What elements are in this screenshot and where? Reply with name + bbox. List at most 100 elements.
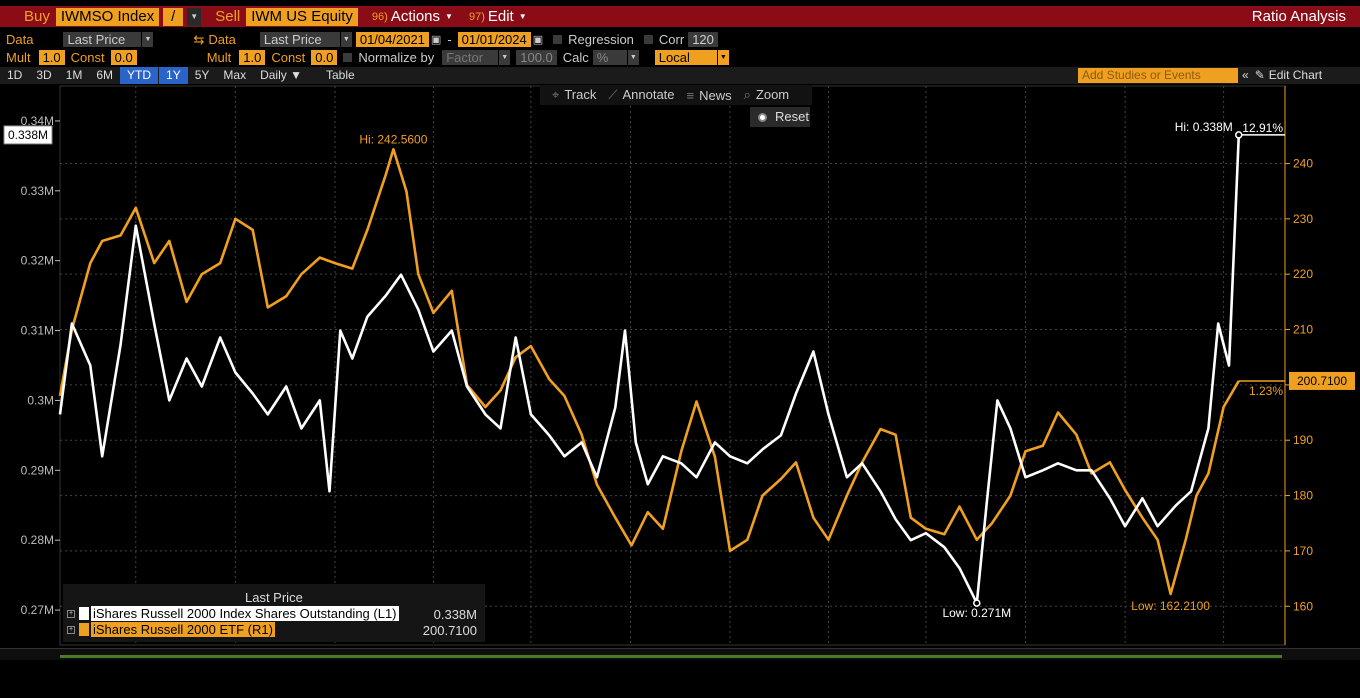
data2-dropdown-icon[interactable]: ▼ bbox=[340, 32, 352, 47]
timeframe-1d[interactable]: 1D bbox=[7, 68, 23, 82]
data1-dropdown-icon[interactable]: ▼ bbox=[142, 32, 154, 47]
annotate-button[interactable]: ⟋ Annotate bbox=[608, 87, 674, 103]
collapse-icon[interactable]: « bbox=[1242, 68, 1249, 82]
navigator-strip[interactable] bbox=[0, 648, 1360, 660]
factor-value-field[interactable]: 100.0 bbox=[516, 50, 557, 65]
edit-chart-label: Edit Chart bbox=[1268, 68, 1323, 82]
const1-field[interactable]: 0.0 bbox=[110, 50, 137, 65]
orange-high-label: Hi: 242.5600 bbox=[359, 132, 427, 146]
calc-dropdown-icon[interactable]: ▼ bbox=[627, 50, 639, 65]
legend-swatch-white bbox=[79, 607, 89, 620]
right-axis-tick-label: 170 bbox=[1293, 544, 1313, 558]
white-high-marker bbox=[1235, 131, 1243, 139]
legend-value: 0.338M bbox=[433, 607, 477, 622]
right-axis-tick-label: 240 bbox=[1293, 156, 1313, 170]
edit-caret-icon: ▼ bbox=[518, 12, 527, 21]
expand-icon[interactable]: + bbox=[67, 625, 75, 634]
actions-menu[interactable]: 96) Actions ▼ bbox=[372, 8, 453, 25]
news-icon: ≡ bbox=[686, 87, 695, 103]
white-change-label: 12.91% bbox=[1242, 121, 1283, 135]
reset-label: Reset bbox=[775, 109, 809, 124]
currency-select[interactable]: Local bbox=[654, 50, 717, 65]
timeframe-1y[interactable]: 1Y bbox=[159, 67, 188, 84]
add-studies-input[interactable]: Add Studies or Events bbox=[1078, 68, 1238, 83]
right-axis-tick-label: 160 bbox=[1293, 599, 1313, 613]
zoom-button[interactable]: ⌕ Zoom bbox=[744, 87, 790, 103]
operator-field[interactable]: / bbox=[163, 7, 184, 26]
timeframe-6m[interactable]: 6M bbox=[96, 68, 114, 82]
left-axis-tick-label: 0.27M bbox=[21, 603, 54, 617]
timeframe-bar: 1D 3D 1M 6M YTD 1Y 5Y Max Daily ▼ Table … bbox=[0, 67, 1360, 84]
reset-button[interactable]: Reset bbox=[750, 107, 810, 127]
page-title: Ratio Analysis bbox=[1251, 8, 1346, 25]
navigator-range[interactable] bbox=[60, 655, 1282, 658]
const2-field[interactable]: 0.0 bbox=[311, 50, 338, 65]
corr-field[interactable]: 120 bbox=[688, 32, 718, 47]
right-axis-tick-label: 180 bbox=[1293, 489, 1313, 503]
data1-select[interactable]: Last Price bbox=[63, 32, 142, 47]
orange-change-label: 1.23% bbox=[1249, 384, 1283, 398]
legend-swatch-orange bbox=[79, 623, 89, 636]
timeframe-max[interactable]: Max bbox=[223, 68, 247, 82]
navigator[interactable] bbox=[0, 648, 1360, 698]
date-from-field[interactable]: 01/04/2021 bbox=[355, 32, 429, 47]
legend-header: Last Price bbox=[245, 590, 303, 605]
legend-value: 200.7100 bbox=[422, 623, 477, 638]
factor-select[interactable]: Factor bbox=[442, 50, 499, 65]
frequency-select[interactable]: Daily ▼ bbox=[260, 68, 302, 82]
date-to-field[interactable]: 01/01/2024 bbox=[457, 32, 531, 47]
settings-row-2: Mult 1.0 Const 0.0 Mult 1.0 Const 0.0 No… bbox=[0, 49, 1360, 66]
pencil-icon: ✎ bbox=[1254, 68, 1265, 82]
mult1-label: Mult bbox=[6, 50, 31, 65]
expand-icon[interactable]: + bbox=[67, 609, 75, 618]
data2-select[interactable]: Last Price bbox=[259, 32, 340, 47]
edit-chart-button[interactable]: « ✎ Edit Chart bbox=[1242, 67, 1322, 84]
mult1-field[interactable]: 1.0 bbox=[38, 50, 65, 65]
news-button[interactable]: ≡ News bbox=[687, 88, 732, 103]
legend: Last Price + iShares Russell 2000 Index … bbox=[63, 584, 485, 642]
legend-series-name: iShares Russell 2000 Index Shares Outsta… bbox=[91, 606, 399, 621]
mult2-field[interactable]: 1.0 bbox=[239, 50, 266, 65]
legend-row-orange[interactable]: + iShares Russell 2000 ETF (R1) bbox=[67, 622, 275, 637]
factor-dropdown-icon[interactable]: ▼ bbox=[499, 50, 511, 65]
timeframe-5y[interactable]: 5Y bbox=[194, 68, 210, 82]
ticker-bar: Buy IWMSO Index / ▼ Sell IWM US Equity 9… bbox=[0, 6, 1360, 27]
legend-row-white[interactable]: + iShares Russell 2000 Index Shares Outs… bbox=[67, 606, 399, 621]
white-high-label: Hi: 0.338M bbox=[1175, 120, 1233, 134]
data-label: Data bbox=[6, 32, 34, 47]
news-label: News bbox=[699, 87, 732, 103]
swap-icon[interactable]: ⇆ bbox=[193, 31, 205, 47]
date-separator: - bbox=[447, 32, 452, 47]
left-last-value: 0.338M bbox=[8, 128, 48, 142]
currency-dropdown-icon[interactable]: ▼ bbox=[717, 50, 729, 65]
timeframe-1m[interactable]: 1M bbox=[65, 68, 83, 82]
right-last-value: 200.7100 bbox=[1297, 374, 1347, 388]
normalize-label: Normalize by bbox=[358, 50, 435, 65]
date-to-calendar-icon[interactable]: ▣ bbox=[532, 34, 544, 46]
crosshair-icon: ⌖ bbox=[552, 87, 560, 102]
actions-caret-icon: ▼ bbox=[445, 12, 453, 21]
white-low-marker bbox=[973, 599, 981, 607]
regression-checkbox[interactable] bbox=[553, 35, 563, 44]
plot-area bbox=[59, 85, 1286, 646]
left-last-value-box bbox=[3, 125, 53, 145]
sell-ticker-field[interactable]: IWM US Equity bbox=[246, 7, 358, 26]
timeframe-ytd[interactable]: YTD bbox=[120, 67, 159, 84]
track-button[interactable]: ⌖ Track bbox=[552, 87, 596, 103]
right-axis-tick-label: 230 bbox=[1293, 212, 1313, 226]
right-last-value-box bbox=[1289, 371, 1355, 390]
right-axis-tick-label: 210 bbox=[1293, 323, 1313, 337]
buy-label: Buy bbox=[24, 8, 50, 25]
edit-menu[interactable]: 97) Edit ▼ bbox=[469, 8, 527, 25]
date-from-calendar-icon[interactable]: ▣ bbox=[430, 34, 442, 46]
table-button[interactable]: Table bbox=[325, 68, 355, 82]
edit-number: 97) bbox=[468, 10, 485, 23]
timeframe-3d[interactable]: 3D bbox=[36, 68, 52, 82]
calc-select[interactable]: % bbox=[592, 50, 627, 65]
normalize-checkbox[interactable] bbox=[343, 53, 353, 62]
buy-ticker-field[interactable]: IWMSO Index bbox=[55, 7, 160, 26]
left-axis-tick-label: 0.34M bbox=[21, 114, 54, 128]
operator-dropdown-icon[interactable]: ▼ bbox=[187, 7, 202, 26]
corr-checkbox[interactable] bbox=[643, 35, 653, 44]
